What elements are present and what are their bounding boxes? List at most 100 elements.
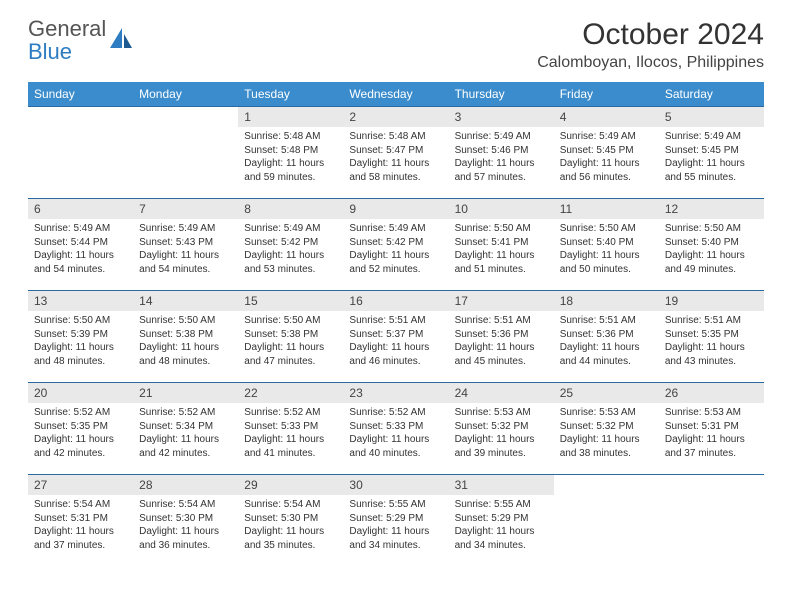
calendar-day-cell: 12Sunrise: 5:50 AMSunset: 5:40 PMDayligh… [659,199,764,291]
calendar-day-cell: 5Sunrise: 5:49 AMSunset: 5:45 PMDaylight… [659,107,764,199]
calendar-body: 1Sunrise: 5:48 AMSunset: 5:48 PMDaylight… [28,107,764,567]
calendar-day-cell: 13Sunrise: 5:50 AMSunset: 5:39 PMDayligh… [28,291,133,383]
day-details: Sunrise: 5:52 AMSunset: 5:33 PMDaylight:… [238,403,343,463]
calendar-day-cell: 11Sunrise: 5:50 AMSunset: 5:40 PMDayligh… [554,199,659,291]
calendar-day-cell: 14Sunrise: 5:50 AMSunset: 5:38 PMDayligh… [133,291,238,383]
day-number: 29 [238,475,343,495]
calendar-day-cell: 27Sunrise: 5:54 AMSunset: 5:31 PMDayligh… [28,475,133,567]
calendar-day-cell: 20Sunrise: 5:52 AMSunset: 5:35 PMDayligh… [28,383,133,475]
calendar-day-cell: 24Sunrise: 5:53 AMSunset: 5:32 PMDayligh… [449,383,554,475]
calendar-day-cell: 17Sunrise: 5:51 AMSunset: 5:36 PMDayligh… [449,291,554,383]
logo-text-blue: Blue [28,39,72,64]
logo: General Blue [28,18,134,64]
calendar-week-row: 20Sunrise: 5:52 AMSunset: 5:35 PMDayligh… [28,383,764,475]
calendar-table: SundayMondayTuesdayWednesdayThursdayFrid… [28,82,764,567]
day-details: Sunrise: 5:51 AMSunset: 5:36 PMDaylight:… [449,311,554,371]
weekday-header: Tuesday [238,82,343,107]
day-details: Sunrise: 5:50 AMSunset: 5:40 PMDaylight:… [659,219,764,279]
day-details: Sunrise: 5:52 AMSunset: 5:34 PMDaylight:… [133,403,238,463]
location-text: Calomboyan, Ilocos, Philippines [537,54,764,72]
day-details: Sunrise: 5:50 AMSunset: 5:39 PMDaylight:… [28,311,133,371]
weekday-header: Friday [554,82,659,107]
calendar-day-cell: 31Sunrise: 5:55 AMSunset: 5:29 PMDayligh… [449,475,554,567]
calendar-day-cell: 28Sunrise: 5:54 AMSunset: 5:30 PMDayligh… [133,475,238,567]
day-number: 24 [449,383,554,403]
day-number: 31 [449,475,554,495]
day-number: 17 [449,291,554,311]
calendar-day-cell: 9Sunrise: 5:49 AMSunset: 5:42 PMDaylight… [343,199,448,291]
day-number: 6 [28,199,133,219]
day-details: Sunrise: 5:49 AMSunset: 5:42 PMDaylight:… [343,219,448,279]
day-number: 20 [28,383,133,403]
calendar-day-cell: 19Sunrise: 5:51 AMSunset: 5:35 PMDayligh… [659,291,764,383]
calendar-day-cell: 15Sunrise: 5:50 AMSunset: 5:38 PMDayligh… [238,291,343,383]
day-number: 10 [449,199,554,219]
day-number: 2 [343,107,448,127]
day-number: 5 [659,107,764,127]
calendar-day-cell: 3Sunrise: 5:49 AMSunset: 5:46 PMDaylight… [449,107,554,199]
day-number: 13 [28,291,133,311]
weekday-header: Wednesday [343,82,448,107]
day-number: 3 [449,107,554,127]
calendar-day-cell: 23Sunrise: 5:52 AMSunset: 5:33 PMDayligh… [343,383,448,475]
calendar-day-cell: 4Sunrise: 5:49 AMSunset: 5:45 PMDaylight… [554,107,659,199]
day-details: Sunrise: 5:51 AMSunset: 5:35 PMDaylight:… [659,311,764,371]
day-number: 21 [133,383,238,403]
day-details: Sunrise: 5:52 AMSunset: 5:35 PMDaylight:… [28,403,133,463]
day-number: 23 [343,383,448,403]
day-details: Sunrise: 5:48 AMSunset: 5:48 PMDaylight:… [238,127,343,187]
day-details: Sunrise: 5:52 AMSunset: 5:33 PMDaylight:… [343,403,448,463]
day-number: 14 [133,291,238,311]
calendar-day-cell: 29Sunrise: 5:54 AMSunset: 5:30 PMDayligh… [238,475,343,567]
day-details: Sunrise: 5:55 AMSunset: 5:29 PMDaylight:… [449,495,554,555]
calendar-day-cell: 30Sunrise: 5:55 AMSunset: 5:29 PMDayligh… [343,475,448,567]
day-number: 30 [343,475,448,495]
calendar-day-cell: 18Sunrise: 5:51 AMSunset: 5:36 PMDayligh… [554,291,659,383]
day-details: Sunrise: 5:50 AMSunset: 5:40 PMDaylight:… [554,219,659,279]
logo-text-general: General [28,16,106,41]
calendar-day-cell: 26Sunrise: 5:53 AMSunset: 5:31 PMDayligh… [659,383,764,475]
day-number: 27 [28,475,133,495]
day-number: 19 [659,291,764,311]
calendar-day-cell: 8Sunrise: 5:49 AMSunset: 5:42 PMDaylight… [238,199,343,291]
calendar-day-cell: 25Sunrise: 5:53 AMSunset: 5:32 PMDayligh… [554,383,659,475]
day-number: 28 [133,475,238,495]
day-details: Sunrise: 5:53 AMSunset: 5:31 PMDaylight:… [659,403,764,463]
title-block: October 2024 Calomboyan, Ilocos, Philipp… [537,18,764,72]
day-number: 11 [554,199,659,219]
day-number: 4 [554,107,659,127]
weekday-header: Monday [133,82,238,107]
day-details: Sunrise: 5:54 AMSunset: 5:31 PMDaylight:… [28,495,133,555]
calendar-day-cell: 1Sunrise: 5:48 AMSunset: 5:48 PMDaylight… [238,107,343,199]
day-number: 1 [238,107,343,127]
day-number: 7 [133,199,238,219]
weekday-header: Sunday [28,82,133,107]
day-details: Sunrise: 5:49 AMSunset: 5:44 PMDaylight:… [28,219,133,279]
day-details: Sunrise: 5:53 AMSunset: 5:32 PMDaylight:… [554,403,659,463]
weekday-header: Thursday [449,82,554,107]
day-number: 9 [343,199,448,219]
day-details: Sunrise: 5:48 AMSunset: 5:47 PMDaylight:… [343,127,448,187]
month-title: October 2024 [537,18,764,52]
day-number: 18 [554,291,659,311]
day-number: 16 [343,291,448,311]
day-details: Sunrise: 5:49 AMSunset: 5:42 PMDaylight:… [238,219,343,279]
day-details: Sunrise: 5:49 AMSunset: 5:46 PMDaylight:… [449,127,554,187]
calendar-week-row: 13Sunrise: 5:50 AMSunset: 5:39 PMDayligh… [28,291,764,383]
calendar-day-cell [28,107,133,199]
day-details: Sunrise: 5:53 AMSunset: 5:32 PMDaylight:… [449,403,554,463]
day-details: Sunrise: 5:51 AMSunset: 5:37 PMDaylight:… [343,311,448,371]
day-details: Sunrise: 5:49 AMSunset: 5:43 PMDaylight:… [133,219,238,279]
calendar-day-cell: 10Sunrise: 5:50 AMSunset: 5:41 PMDayligh… [449,199,554,291]
calendar-day-cell: 21Sunrise: 5:52 AMSunset: 5:34 PMDayligh… [133,383,238,475]
day-number: 8 [238,199,343,219]
day-number: 22 [238,383,343,403]
calendar-day-cell: 22Sunrise: 5:52 AMSunset: 5:33 PMDayligh… [238,383,343,475]
day-number: 25 [554,383,659,403]
day-details: Sunrise: 5:54 AMSunset: 5:30 PMDaylight:… [238,495,343,555]
calendar-day-cell [659,475,764,567]
calendar-week-row: 27Sunrise: 5:54 AMSunset: 5:31 PMDayligh… [28,475,764,567]
day-details: Sunrise: 5:54 AMSunset: 5:30 PMDaylight:… [133,495,238,555]
day-number: 15 [238,291,343,311]
calendar-day-cell: 6Sunrise: 5:49 AMSunset: 5:44 PMDaylight… [28,199,133,291]
